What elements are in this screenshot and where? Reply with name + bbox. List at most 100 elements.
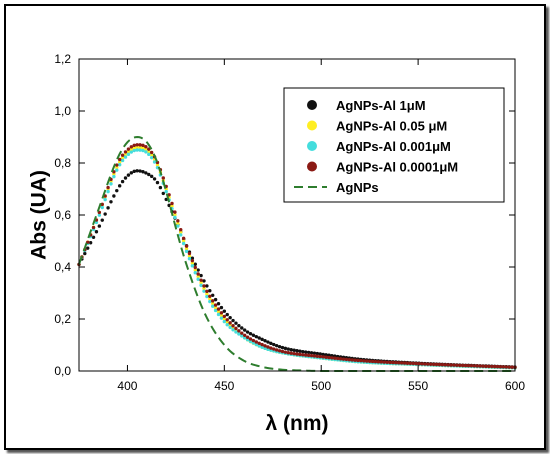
data-point (251, 338, 256, 343)
data-point (181, 239, 186, 243)
data-point (359, 358, 363, 363)
data-point (248, 339, 253, 344)
data-point (100, 205, 104, 210)
data-point (187, 251, 192, 256)
data-point (115, 188, 119, 193)
data-point (365, 359, 369, 363)
data-point (370, 359, 375, 364)
data-point (123, 152, 128, 157)
data-point (335, 356, 340, 361)
data-point (94, 230, 99, 234)
data-point (469, 364, 474, 368)
data-point (208, 289, 212, 293)
x-tick-label: 550 (408, 379, 428, 393)
y-tick-label: 0,6 (54, 208, 71, 222)
data-point (138, 143, 142, 147)
data-point (179, 230, 183, 235)
data-point (181, 236, 186, 240)
data-point (132, 148, 136, 153)
y-tick-label: 0,0 (54, 364, 71, 378)
data-point (211, 293, 215, 297)
data-point (263, 344, 267, 348)
data-point (341, 357, 346, 361)
data-point (260, 345, 264, 349)
data-point (376, 360, 381, 364)
data-point (126, 150, 131, 154)
data-point (219, 305, 224, 310)
data-point (193, 268, 197, 272)
data-point (367, 359, 372, 363)
data-point (213, 308, 218, 313)
data-point (120, 158, 125, 163)
data-point (135, 148, 139, 152)
data-point (86, 246, 90, 250)
data-point (179, 233, 183, 237)
data-point (149, 155, 154, 160)
y-axis-label: Abs (UA) (28, 170, 51, 260)
data-point (149, 174, 154, 179)
data-point (115, 168, 119, 172)
data-point (251, 341, 256, 345)
data-point (222, 309, 227, 313)
data-point (460, 363, 465, 368)
data-point (254, 342, 259, 347)
data-point (184, 247, 189, 251)
data-point (208, 299, 212, 304)
data-point (388, 360, 392, 365)
data-point (272, 342, 276, 347)
data-point (434, 362, 439, 367)
data-point (129, 150, 134, 154)
data-point (184, 244, 189, 248)
data-point (295, 349, 299, 353)
data-point (330, 356, 334, 360)
data-point (228, 321, 232, 325)
data-point (318, 352, 322, 356)
data-point (149, 153, 154, 157)
data-point (257, 344, 261, 348)
data-point (283, 346, 288, 351)
data-point (106, 189, 110, 194)
data-point (135, 169, 139, 173)
data-point (97, 224, 102, 228)
data-point (193, 270, 197, 275)
data-point (321, 352, 325, 357)
data-point (219, 311, 224, 315)
data-point (315, 354, 320, 358)
data-point (109, 200, 113, 204)
data-point (193, 265, 197, 270)
data-point (277, 349, 282, 353)
legend-swatch-dot (307, 141, 317, 151)
data-point (161, 176, 165, 180)
data-point (490, 364, 494, 369)
data-point (115, 165, 119, 170)
data-point (202, 279, 206, 283)
data-point (266, 347, 270, 352)
data-point (487, 364, 491, 369)
data-point (353, 358, 357, 362)
data-point (106, 206, 110, 210)
data-point (196, 277, 200, 281)
data-point (190, 261, 195, 265)
data-point (309, 351, 314, 355)
data-point (216, 312, 221, 317)
data-point (184, 249, 189, 254)
x-tick-label: 400 (117, 379, 137, 393)
data-point (504, 365, 508, 369)
data-point (117, 184, 122, 188)
data-point (196, 274, 200, 279)
data-point (274, 343, 279, 348)
data-point (289, 348, 293, 352)
data-point (350, 358, 354, 362)
data-point (161, 191, 165, 196)
data-point (117, 160, 122, 164)
data-point (123, 155, 128, 159)
data-point (190, 256, 195, 260)
data-point (498, 365, 503, 369)
data-point (193, 262, 197, 266)
data-point (452, 363, 456, 367)
x-tick-label: 600 (505, 379, 525, 393)
data-point (126, 173, 131, 177)
data-point (245, 335, 250, 339)
data-point (202, 286, 206, 291)
data-point (298, 352, 302, 357)
